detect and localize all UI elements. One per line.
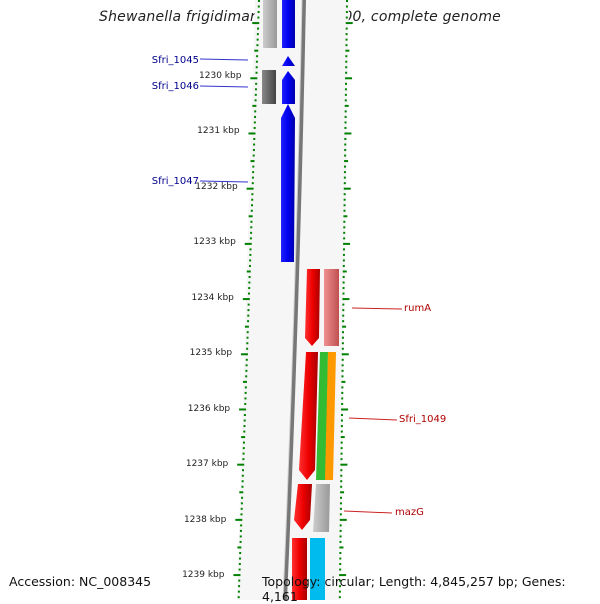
gene-leader-line <box>199 58 249 61</box>
right-tick-ruler <box>338 0 353 599</box>
gene-leader-line <box>343 510 393 514</box>
gene-label[interactable]: Sfri_1047 <box>152 176 199 187</box>
other-forward-features <box>262 0 277 104</box>
feature-block[interactable] <box>325 352 336 480</box>
cds-arrow-reverse[interactable] <box>299 352 318 480</box>
accession-text: Accession: NC_008345 <box>9 574 152 589</box>
gene-label[interactable]: mazG <box>395 507 424 518</box>
feature-block[interactable] <box>310 538 325 600</box>
tick-label: 1233 kbp <box>193 237 236 247</box>
tick-label: 1234 kbp <box>191 293 234 303</box>
gene-label[interactable]: rumA <box>404 303 431 314</box>
cds-arrow-forward[interactable] <box>281 104 295 262</box>
tick-label: 1237 kbp <box>186 459 229 469</box>
tick-label: 1238 kbp <box>184 515 227 525</box>
tick-label: 1236 kbp <box>188 404 231 414</box>
tick-label: 1232 kbp <box>195 182 238 192</box>
cds-arrow-forward[interactable] <box>282 56 295 66</box>
tick-label: 1231 kbp <box>197 126 240 136</box>
cds-arrow-forward[interactable] <box>282 71 295 104</box>
feature-block[interactable] <box>313 484 330 532</box>
feature-block[interactable] <box>263 0 277 48</box>
tick-label: 1239 kbp <box>182 570 225 580</box>
cds-arrow-reverse[interactable] <box>305 269 320 346</box>
genome-backbone <box>283 0 306 600</box>
gene-label[interactable]: Sfri_1045 <box>152 55 199 66</box>
gene-leader-line <box>348 417 398 421</box>
feature-block[interactable] <box>262 70 276 104</box>
gene-leader-line <box>199 85 249 88</box>
cds-arrow-reverse[interactable] <box>294 484 312 530</box>
left-tick-ruler <box>233 0 260 599</box>
tick-label: 1235 kbp <box>190 348 233 358</box>
cds-arrow-reverse[interactable] <box>292 538 307 600</box>
gene-leader-line <box>351 307 403 310</box>
backbone-highlight <box>282 0 303 600</box>
tick-labels: 1230 kbp 1231 kbp 1232 kbp 1233 kbp 1234 kbp… <box>182 71 242 580</box>
forward-features <box>281 0 295 262</box>
feature-block[interactable] <box>324 269 339 346</box>
gene-label[interactable]: Sfri_1046 <box>152 81 199 92</box>
gene-leader-line <box>199 180 249 183</box>
other-reverse-features <box>310 269 339 600</box>
feature-block[interactable] <box>316 352 328 480</box>
cds-arrow-forward[interactable] <box>282 0 295 48</box>
gene-labels: Sfri_1045 Sfri_1046 Sfri_1047 rumA Sfri_1049… <box>152 55 446 518</box>
tick-label: 1230 kbp <box>199 71 242 81</box>
gene-label[interactable]: Sfri_1049 <box>399 414 446 425</box>
reverse-features <box>292 269 320 600</box>
